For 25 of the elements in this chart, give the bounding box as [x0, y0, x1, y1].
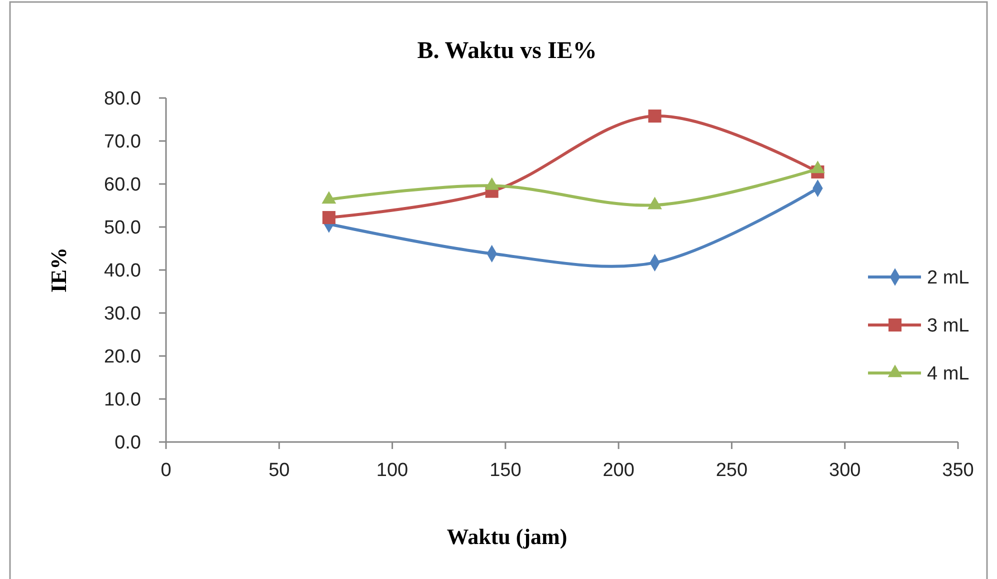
y-tick-label: 0.0: [114, 432, 141, 454]
chart-title: B. Waktu vs IE%: [417, 38, 597, 64]
y-tick-label: 80.0: [104, 88, 141, 110]
legend-label: 4 mL: [927, 364, 970, 385]
legend-label: 3 mL: [927, 316, 970, 337]
x-tick-label: 300: [829, 460, 861, 481]
y-tick-label: 40.0: [104, 260, 141, 282]
y-tick-label: 50.0: [104, 218, 141, 239]
x-axis-title: Waktu (jam): [446, 524, 568, 549]
point: [648, 110, 662, 123]
y-axis-title: IE%: [46, 247, 71, 293]
y-tick-label: 70.0: [104, 132, 141, 153]
x-tick-label: 350: [942, 460, 974, 481]
x-tick-label: 0: [160, 460, 172, 481]
x-tick-label: 150: [490, 460, 522, 481]
x-tick-label: 50: [268, 460, 290, 481]
x-tick-label: 200: [602, 460, 634, 481]
x-tick-label: 250: [716, 460, 748, 481]
legend-label: 2 mL: [927, 268, 970, 289]
y-tick-label: 30.0: [104, 304, 141, 325]
point: [322, 211, 336, 224]
y-tick-label: 10.0: [104, 390, 141, 411]
x-tick-label: 100: [376, 460, 408, 481]
y-tick-label: 20.0: [104, 346, 141, 368]
y-tick-label: 60.0: [104, 174, 141, 196]
